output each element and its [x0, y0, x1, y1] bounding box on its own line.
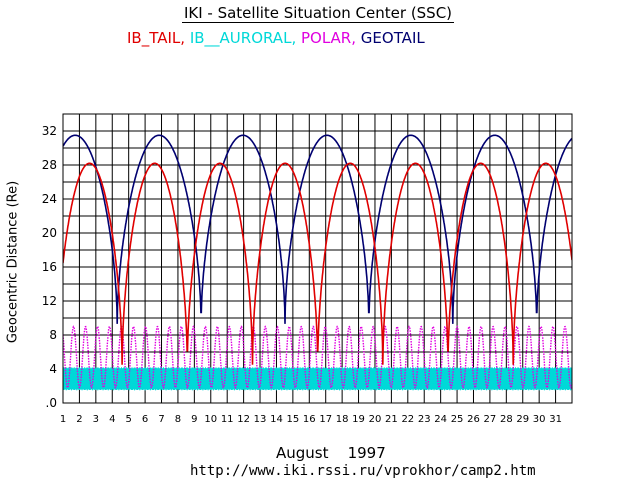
legend: IB_TAIL, IB__AURORAL, POLAR, GEOTAIL — [127, 29, 425, 47]
x-tick-label: 3 — [93, 414, 99, 425]
legend-ib-tail: IB_TAIL — [127, 29, 181, 47]
x-tick-label: 15 — [287, 414, 300, 425]
x-tick-label: 21 — [385, 414, 398, 425]
x-tick-label: 11 — [221, 414, 234, 425]
x-tick-label: 25 — [451, 414, 464, 425]
x-tick-label: 4 — [109, 414, 115, 425]
legend-polar: POLAR — [300, 29, 352, 47]
x-tick-label: 20 — [369, 414, 382, 425]
x-tick-label: 14 — [270, 414, 283, 425]
x-tick-label: 26 — [467, 414, 480, 425]
y-tick-label: .0 — [46, 396, 57, 410]
x-tick-label: 31 — [549, 414, 562, 425]
y-tick-label: 8 — [49, 328, 57, 342]
y-tick-label: 4 — [49, 362, 57, 376]
x-tick-label: 16 — [303, 414, 316, 425]
y-tick-label: 12 — [42, 294, 57, 308]
legend-sep-2: , — [291, 29, 301, 47]
series-layer — [63, 134, 572, 391]
x-tick-label: 17 — [319, 414, 332, 425]
x-tick-label: 13 — [254, 414, 267, 425]
footer-url[interactable]: http://www.iki.rssi.ru/vprokhor/camp2.ht… — [190, 463, 536, 479]
legend-sep-1: , — [180, 29, 190, 47]
x-tick-label: 22 — [401, 414, 414, 425]
x-tick-label: 18 — [336, 414, 349, 425]
series-line-ib-auroral — [63, 367, 572, 391]
y-tick-label: 16 — [42, 260, 57, 274]
grid — [62, 113, 573, 404]
footer-month-year: August 1997 — [276, 444, 386, 462]
legend-sep-3: , — [351, 29, 361, 47]
x-tick-label: 19 — [352, 414, 365, 425]
x-tick-label: 1 — [60, 414, 66, 425]
x-tick-label: 28 — [500, 414, 513, 425]
series-line-geotail — [63, 134, 572, 324]
y-tick-label: 28 — [42, 158, 57, 172]
legend-ib-auroral: IB__AURORAL — [189, 29, 292, 47]
x-tick-label: 8 — [175, 414, 181, 425]
x-tick-label: 29 — [516, 414, 529, 425]
x-tick-label: 12 — [237, 414, 250, 425]
x-tick-label: 24 — [434, 414, 447, 425]
x-tick-label: 7 — [158, 414, 164, 425]
y-tick-label: 32 — [42, 124, 57, 138]
x-tick-label: 9 — [191, 414, 197, 425]
series-line-ib-tail — [63, 162, 572, 365]
chart-title-text: IKI - Satellite Situation Center (SSC) — [181, 4, 455, 23]
chart-title: IKI - Satellite Situation Center (SSC) — [0, 4, 636, 23]
x-tick-label: 27 — [484, 414, 497, 425]
x-tick-label: 5 — [125, 414, 131, 425]
x-tick-label: 6 — [142, 414, 148, 425]
y-tick-label: 24 — [42, 192, 57, 206]
y-tick-label: 20 — [42, 226, 57, 240]
plot-frame — [62, 113, 573, 404]
x-tick-label: 30 — [533, 414, 546, 425]
x-tick-label: 10 — [204, 414, 217, 425]
legend-geotail: GEOTAIL — [360, 29, 425, 47]
x-tick-label: 2 — [76, 414, 82, 425]
series-line-polar — [63, 325, 572, 389]
x-tick-label: 23 — [418, 414, 431, 425]
